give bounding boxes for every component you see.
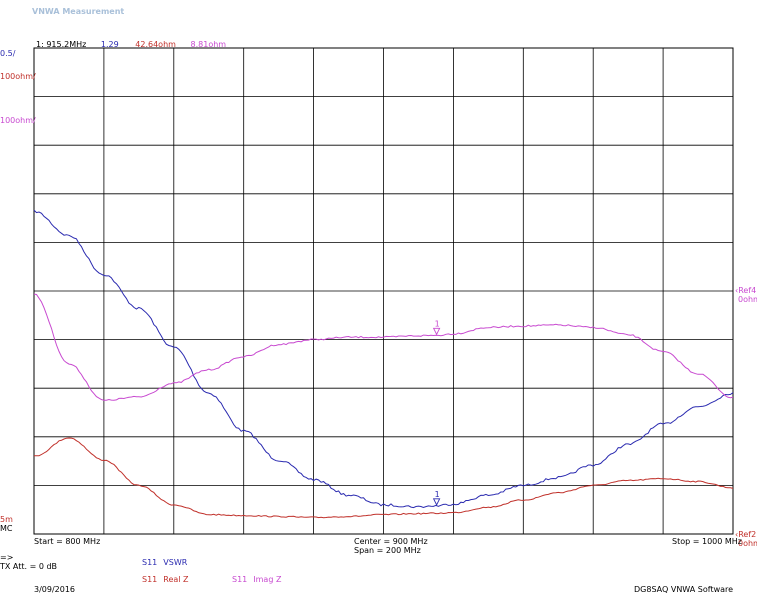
marker-readout-freq: 915.2MHz — [46, 40, 87, 49]
bottom-left-label-1: 5m — [0, 515, 13, 524]
trace-vswr — [33, 209, 734, 509]
tx-arrow: => — [0, 553, 14, 562]
imag-ref-label: ‹Ref4 — [735, 286, 757, 295]
marker-readout-real: 42.64ohm — [135, 40, 176, 49]
marker-readout-vswr: 1.29 — [100, 40, 119, 49]
imag-ref-text: Ref4 — [738, 286, 757, 295]
window-title: VNWA Measurement — [32, 7, 125, 16]
trace-real-z — [33, 437, 734, 519]
vswr-scale-label: 0.5/ — [0, 49, 16, 58]
legend-vswr-param: S11 — [142, 558, 158, 567]
legend-vswr-name: VSWR — [163, 558, 188, 567]
imag-ref-value: 0ohm — [738, 295, 757, 304]
legend-imag-name: Imag Z — [253, 575, 282, 584]
marker-vswr-number: 1 — [435, 490, 440, 499]
center-freq-label: Center = 900 MHz — [354, 537, 428, 546]
footer-software: DG8SAQ VNWA Software — [634, 585, 734, 594]
real-ref-label: ‹Ref2 — [735, 530, 757, 539]
footer-date: 3/09/2016 — [34, 585, 76, 594]
marker-vswr-triangle — [432, 498, 441, 506]
legend-real-name: Real Z — [163, 575, 189, 584]
span-label: Span = 200 MHz — [354, 546, 421, 555]
marker-imag-triangle — [432, 327, 441, 336]
trace-imag-z — [33, 293, 734, 401]
legend-vswr: S11 VSWR — [142, 558, 187, 567]
stop-freq-label: Stop = 1000 MHz — [672, 537, 742, 546]
marker-readout-imag: 8.81ohm — [190, 40, 227, 49]
marker-readout: 1: 915.2MHz 1.29 42.64ohm 8.81ohm — [36, 40, 226, 49]
legend-imag: S11 Imag Z — [232, 575, 281, 584]
legend-real-param: S11 — [142, 575, 158, 584]
marker-imag-number: 1 — [435, 319, 440, 328]
imag-scale-label: 100ohm/ — [0, 116, 36, 125]
real-ref-text: Ref2 — [738, 530, 757, 539]
marker-readout-label: 1: — [36, 40, 44, 49]
legend-real: S11 Real Z — [142, 575, 189, 584]
tx-attenuation: TX Att. = 0 dB — [0, 562, 58, 571]
real-ref-value: 0ohm — [738, 539, 757, 548]
bottom-left-label-2: MC — [0, 524, 13, 533]
legend-imag-param: S11 — [232, 575, 248, 584]
start-freq-label: Start = 800 MHz — [34, 537, 101, 546]
real-scale-label: 100ohm/ — [0, 72, 36, 81]
